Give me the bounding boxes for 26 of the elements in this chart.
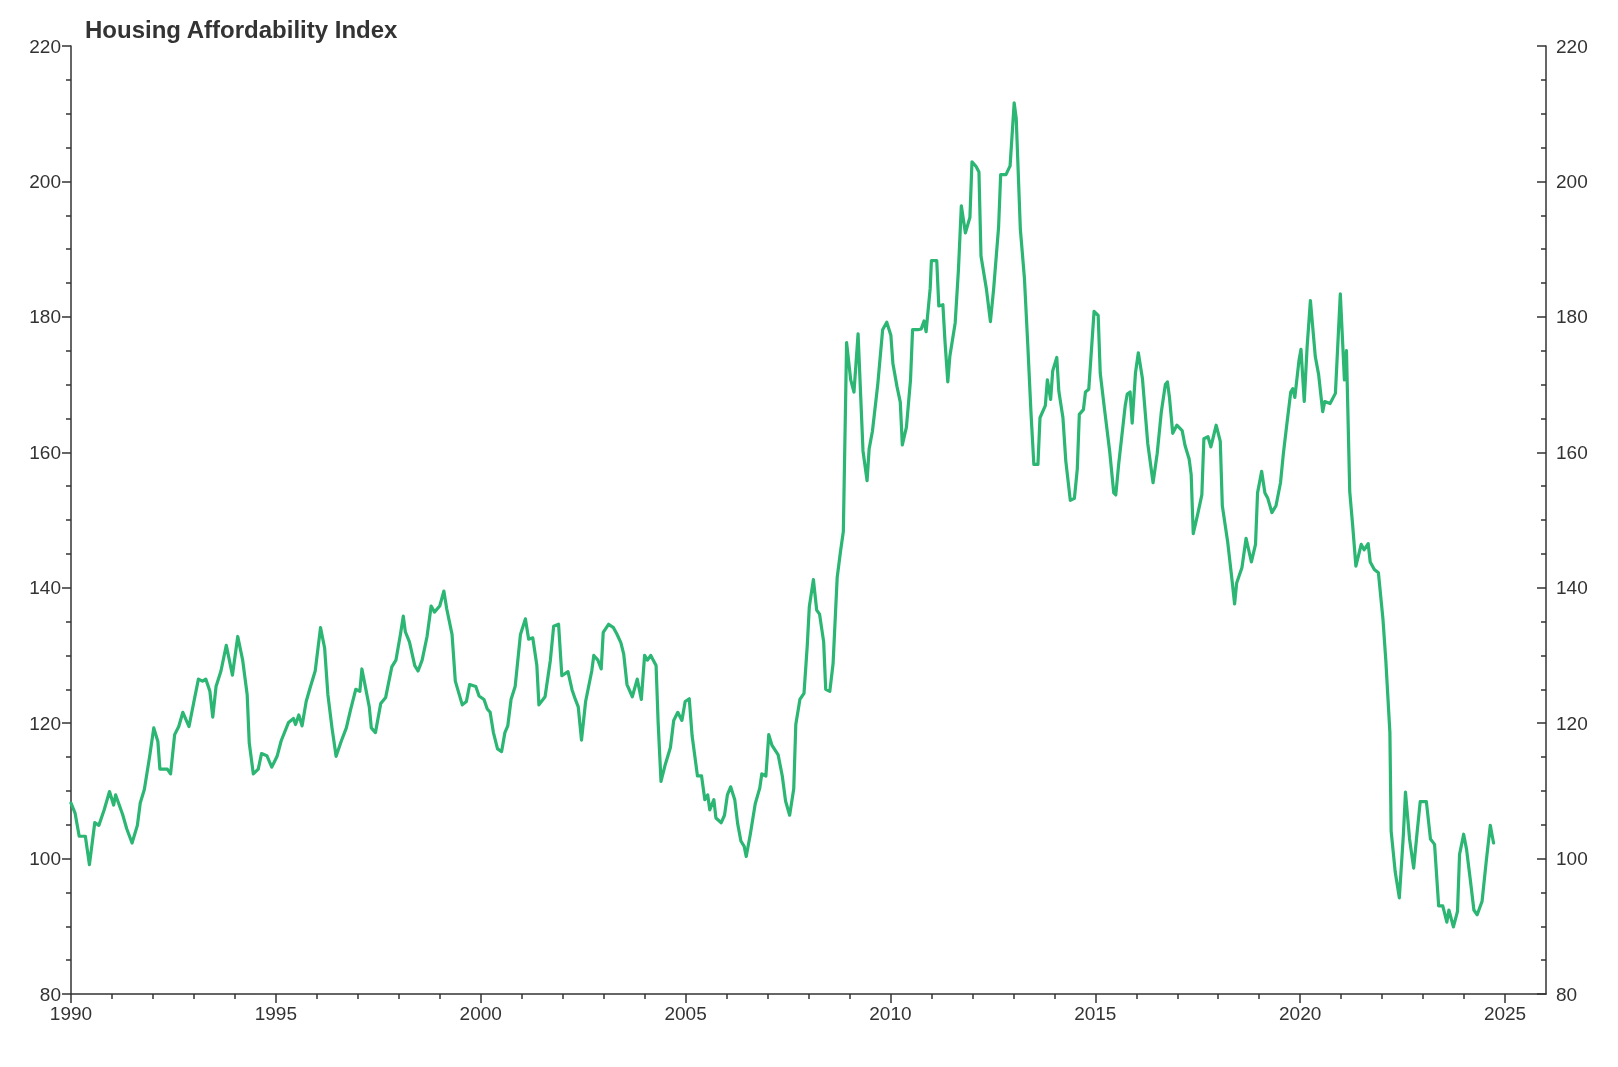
y2-tick-label: 160	[1556, 441, 1588, 463]
y2-tick-label: 120	[1556, 712, 1588, 734]
line-series	[69, 101, 1496, 929]
y2-tick-label: 220	[1556, 35, 1588, 57]
y2-tick-label: 180	[1556, 306, 1588, 328]
x-tick-label: 2020	[1279, 1003, 1322, 1024]
y2-tick-label: 200	[1556, 170, 1588, 192]
x-tick-label: 1995	[254, 1003, 297, 1024]
x-tick-label: 2000	[459, 1003, 502, 1024]
y-tick-label: 120	[29, 712, 61, 734]
x-tick-label: 2005	[664, 1003, 707, 1024]
x-tick-label: 2015	[1074, 1003, 1117, 1024]
y-tick-label: 180	[29, 306, 61, 328]
chart-title: Housing Affordability Index	[85, 15, 399, 43]
x-tick-label: 2025	[1483, 1003, 1527, 1024]
y-tick-label: 140	[29, 577, 61, 599]
y-tick-label: 200	[29, 170, 61, 192]
x-tick-label: 1990	[49, 1003, 93, 1024]
y-tick-label: 160	[29, 441, 61, 463]
y-tick-label: 80	[39, 983, 61, 1005]
y2-tick-label: 80	[1556, 983, 1578, 1005]
y-tick-label: 100	[29, 848, 61, 870]
y-tick-label: 220	[29, 35, 61, 57]
y2-tick-label: 100	[1556, 848, 1588, 870]
y2-tick-label: 140	[1556, 577, 1588, 599]
x-tick-label: 2010	[869, 1003, 912, 1024]
